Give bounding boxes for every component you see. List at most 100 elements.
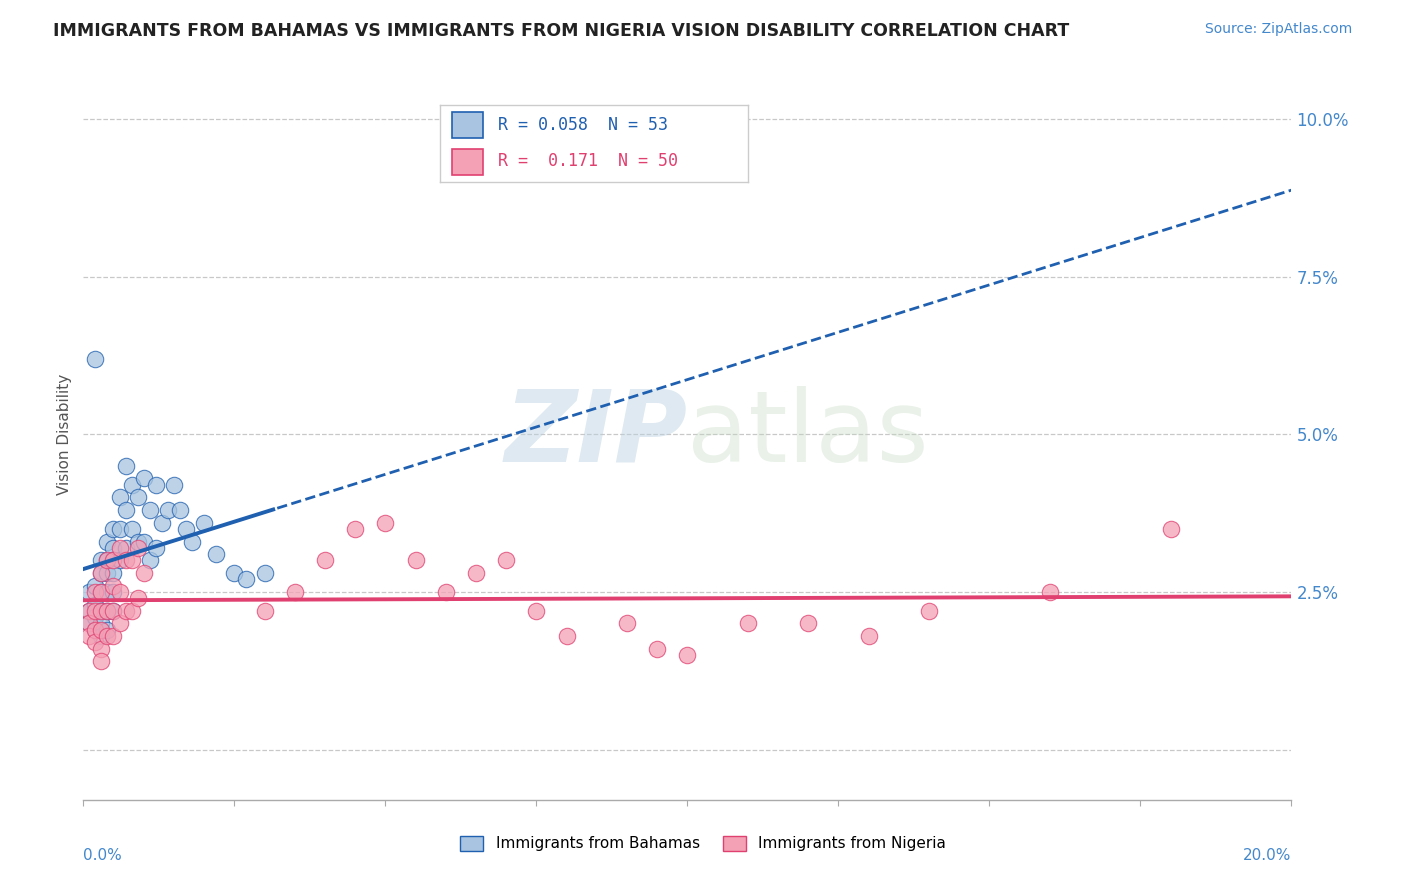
Point bbox=[253, 604, 276, 618]
Point bbox=[96, 585, 118, 599]
Point bbox=[103, 604, 125, 618]
Point bbox=[676, 648, 699, 662]
Point bbox=[127, 491, 149, 505]
Point bbox=[205, 547, 228, 561]
Point bbox=[79, 616, 101, 631]
Point bbox=[103, 629, 125, 643]
Point bbox=[121, 477, 143, 491]
Point bbox=[103, 541, 125, 555]
Point bbox=[103, 522, 125, 536]
Point bbox=[90, 629, 112, 643]
Point bbox=[103, 566, 125, 580]
Point bbox=[103, 585, 125, 599]
Point bbox=[108, 616, 131, 631]
Point bbox=[465, 566, 488, 580]
Point bbox=[139, 553, 162, 567]
Point bbox=[79, 629, 101, 643]
Point bbox=[169, 503, 191, 517]
Point bbox=[90, 553, 112, 567]
Point bbox=[103, 553, 125, 567]
Point bbox=[524, 604, 547, 618]
Point bbox=[1039, 585, 1062, 599]
Point bbox=[79, 585, 101, 599]
Point bbox=[79, 604, 101, 618]
Point bbox=[163, 477, 186, 491]
Point bbox=[150, 516, 173, 530]
Point bbox=[96, 566, 118, 580]
Point bbox=[84, 623, 107, 637]
Point bbox=[114, 458, 136, 473]
Point bbox=[108, 522, 131, 536]
Text: atlas: atlas bbox=[688, 386, 929, 483]
Point bbox=[96, 553, 118, 567]
Point bbox=[79, 616, 101, 631]
Point bbox=[114, 604, 136, 618]
Point bbox=[84, 585, 107, 599]
Point bbox=[145, 477, 167, 491]
Point bbox=[108, 585, 131, 599]
Point bbox=[858, 629, 880, 643]
Point bbox=[108, 491, 131, 505]
Point bbox=[108, 541, 131, 555]
Text: IMMIGRANTS FROM BAHAMAS VS IMMIGRANTS FROM NIGERIA VISION DISABILITY CORRELATION: IMMIGRANTS FROM BAHAMAS VS IMMIGRANTS FR… bbox=[53, 22, 1070, 40]
Point bbox=[132, 471, 155, 485]
Point bbox=[156, 503, 179, 517]
Point bbox=[84, 351, 107, 366]
Point bbox=[114, 553, 136, 567]
Point bbox=[253, 566, 276, 580]
Point bbox=[84, 604, 107, 618]
Point bbox=[96, 629, 118, 643]
Point bbox=[84, 579, 107, 593]
Point bbox=[139, 503, 162, 517]
Point bbox=[918, 604, 941, 618]
Point bbox=[737, 616, 759, 631]
Text: 0.0%: 0.0% bbox=[83, 847, 122, 863]
Point bbox=[96, 553, 118, 567]
Point bbox=[224, 566, 246, 580]
Point bbox=[114, 503, 136, 517]
Point bbox=[193, 516, 215, 530]
Point bbox=[114, 541, 136, 555]
Point bbox=[84, 610, 107, 624]
Legend: Immigrants from Bahamas, Immigrants from Nigeria: Immigrants from Bahamas, Immigrants from… bbox=[454, 830, 952, 857]
Point bbox=[90, 616, 112, 631]
Point bbox=[374, 516, 396, 530]
Point bbox=[90, 585, 112, 599]
Point bbox=[79, 604, 101, 618]
Point bbox=[121, 522, 143, 536]
Point bbox=[90, 641, 112, 656]
Point bbox=[645, 641, 668, 656]
Y-axis label: Vision Disability: Vision Disability bbox=[58, 374, 72, 495]
Point bbox=[96, 604, 118, 618]
Text: 20.0%: 20.0% bbox=[1243, 847, 1292, 863]
Point bbox=[103, 604, 125, 618]
Point bbox=[495, 553, 517, 567]
Point bbox=[1160, 522, 1182, 536]
Point bbox=[344, 522, 367, 536]
Point bbox=[555, 629, 578, 643]
Text: ZIP: ZIP bbox=[505, 386, 688, 483]
Point bbox=[616, 616, 638, 631]
Point bbox=[90, 654, 112, 668]
Point bbox=[434, 585, 457, 599]
Point bbox=[132, 566, 155, 580]
Point bbox=[90, 604, 112, 618]
Point bbox=[108, 553, 131, 567]
Point bbox=[127, 534, 149, 549]
Point bbox=[235, 572, 257, 586]
Point bbox=[84, 635, 107, 649]
Point bbox=[90, 604, 112, 618]
Point bbox=[132, 534, 155, 549]
Point bbox=[127, 541, 149, 555]
Point bbox=[103, 579, 125, 593]
Point bbox=[90, 623, 112, 637]
Point bbox=[174, 522, 197, 536]
Point bbox=[145, 541, 167, 555]
Point bbox=[84, 623, 107, 637]
Point bbox=[90, 566, 112, 580]
Point bbox=[103, 553, 125, 567]
Point bbox=[90, 566, 112, 580]
Point bbox=[797, 616, 820, 631]
Point bbox=[121, 553, 143, 567]
Point bbox=[127, 591, 149, 606]
